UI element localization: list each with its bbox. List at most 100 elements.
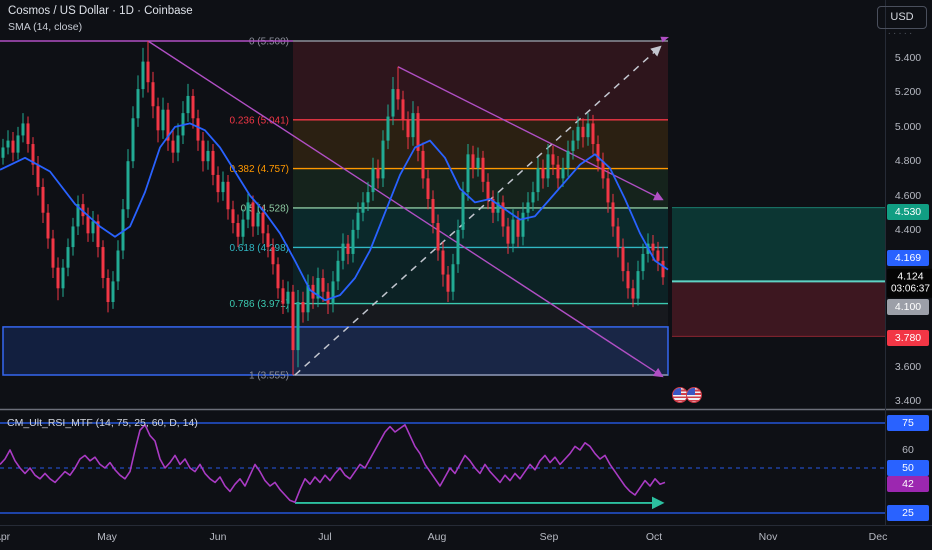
candle-body bbox=[36, 164, 40, 187]
candle-body bbox=[606, 178, 610, 203]
rsi-indicator-title[interactable]: CM_Ult_RSI_MTF (14, 75, 25, 60, D, 14) bbox=[7, 417, 198, 429]
candle-body bbox=[261, 212, 265, 234]
candle-body bbox=[601, 161, 605, 179]
candle-body bbox=[86, 216, 90, 234]
currency-toggle-button[interactable]: USD bbox=[877, 6, 927, 29]
rsi-upper-badge: 75 bbox=[887, 414, 929, 432]
support-zone-rect[interactable] bbox=[2, 326, 669, 376]
candle-body bbox=[531, 192, 535, 203]
candle-body bbox=[491, 198, 495, 213]
candle-body bbox=[376, 168, 380, 179]
candle-body bbox=[506, 226, 510, 244]
candle-body bbox=[451, 264, 455, 292]
candle-body bbox=[236, 223, 240, 237]
candle-body bbox=[46, 212, 50, 239]
fib-level-label: 0.236 (5.041) bbox=[230, 115, 290, 126]
candle-body bbox=[116, 250, 120, 282]
candle-body bbox=[446, 274, 450, 292]
candle-body bbox=[566, 150, 570, 169]
candle-body bbox=[51, 238, 55, 268]
trend-line[interactable] bbox=[147, 40, 664, 378]
sma-legend[interactable]: SMA (14, close) bbox=[8, 21, 83, 33]
us-flag-icon[interactable] bbox=[672, 387, 688, 403]
candle-body bbox=[316, 277, 320, 299]
candle-body bbox=[441, 250, 445, 275]
candle-body bbox=[351, 229, 355, 254]
candle-body bbox=[156, 106, 160, 131]
candle-body bbox=[661, 260, 665, 278]
candle-body bbox=[471, 154, 475, 169]
candle-body bbox=[521, 212, 525, 237]
candle-body bbox=[586, 123, 590, 138]
axis-tick-label: 5.000 bbox=[894, 121, 922, 133]
flag-stickers[interactable] bbox=[672, 387, 706, 404]
candle-body bbox=[186, 95, 190, 114]
axis-tick-label: 4.600 bbox=[894, 190, 922, 202]
candle-body bbox=[511, 219, 515, 244]
trend-line[interactable] bbox=[397, 66, 664, 201]
candle-body bbox=[436, 223, 440, 251]
candle-body bbox=[541, 168, 545, 179]
candle-body bbox=[656, 250, 660, 261]
candle-body bbox=[431, 198, 435, 224]
candle-body bbox=[381, 140, 385, 179]
candle-body bbox=[6, 140, 10, 148]
candle-body bbox=[386, 116, 390, 141]
last-price-countdown-badge: 4.124 03:06:37 bbox=[887, 268, 932, 298]
candle-body bbox=[151, 82, 155, 107]
position-loss-box[interactable] bbox=[672, 281, 885, 337]
candle-body bbox=[481, 157, 485, 182]
us-flag-icon[interactable] bbox=[686, 387, 702, 403]
symbol-legend[interactable]: Cosmos / US Dollar · 1D · Coinbase bbox=[8, 5, 193, 17]
time-axis-month-label: Nov bbox=[758, 531, 778, 543]
axis-tick-label: 4.400 bbox=[894, 224, 922, 236]
candle-body bbox=[66, 247, 70, 268]
sma-line[interactable] bbox=[0, 122, 669, 302]
candle-body bbox=[11, 140, 15, 153]
candle-body bbox=[391, 89, 395, 117]
candle-body bbox=[296, 302, 300, 351]
candle-body bbox=[331, 281, 335, 304]
candle-body bbox=[561, 168, 565, 179]
candle-body bbox=[166, 109, 170, 141]
candle-body bbox=[196, 118, 200, 141]
stop-price-badge: 3.780 bbox=[887, 329, 929, 347]
candle-body bbox=[636, 271, 640, 299]
candle-body bbox=[556, 164, 560, 179]
rsi-line[interactable] bbox=[0, 424, 666, 503]
candle-body bbox=[576, 126, 580, 141]
candle-body bbox=[176, 135, 180, 153]
candle-body bbox=[106, 277, 110, 303]
candle-body bbox=[416, 113, 420, 151]
fib-level-label: 0.5 (4.528) bbox=[241, 203, 289, 214]
candle-body bbox=[356, 212, 360, 230]
bar-countdown: 03:06:37 bbox=[891, 283, 930, 295]
candle-body bbox=[306, 284, 310, 313]
candle-body bbox=[26, 123, 30, 145]
candle-body bbox=[241, 219, 245, 237]
candle-body bbox=[191, 95, 195, 119]
candle-body bbox=[226, 181, 230, 210]
dashed-trend-line[interactable] bbox=[294, 45, 662, 376]
candle-body bbox=[171, 140, 175, 153]
axis-tick-label: 3.400 bbox=[894, 395, 922, 407]
fib-level-label: 0.382 (4.757) bbox=[230, 164, 290, 175]
candle-body bbox=[251, 202, 255, 227]
candle-body bbox=[551, 154, 555, 165]
position-profit-box[interactable] bbox=[672, 207, 885, 282]
candle-body bbox=[401, 99, 405, 120]
candle-body bbox=[91, 221, 95, 234]
axis-menu-dots-icon[interactable]: ····· bbox=[887, 28, 915, 39]
rsi-mid-badge: 50 bbox=[887, 459, 929, 477]
candle-body bbox=[476, 157, 480, 169]
candle-body bbox=[336, 260, 340, 282]
candle-body bbox=[61, 267, 65, 289]
candle-body bbox=[231, 209, 235, 224]
candle-body bbox=[256, 212, 260, 227]
fib-level-label: 0.786 (3.971) bbox=[230, 299, 290, 310]
axis-tick-label: 3.600 bbox=[894, 361, 922, 373]
candle-body bbox=[626, 271, 630, 289]
candle-body bbox=[616, 226, 620, 248]
